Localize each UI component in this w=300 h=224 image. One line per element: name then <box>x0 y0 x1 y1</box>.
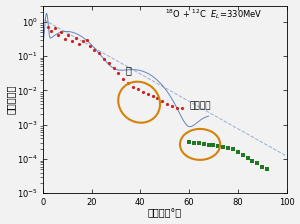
Text: 虽: 虽 <box>126 65 132 75</box>
X-axis label: 散乱角（°）: 散乱角（°） <box>148 209 182 218</box>
Text: 新しい虽: 新しい虽 <box>189 102 211 111</box>
Y-axis label: 微分断面積: 微分断面積 <box>6 85 16 114</box>
Text: $^{18}$O + $^{12}$C  $E_L$=330MeV: $^{18}$O + $^{12}$C $E_L$=330MeV <box>165 7 262 21</box>
